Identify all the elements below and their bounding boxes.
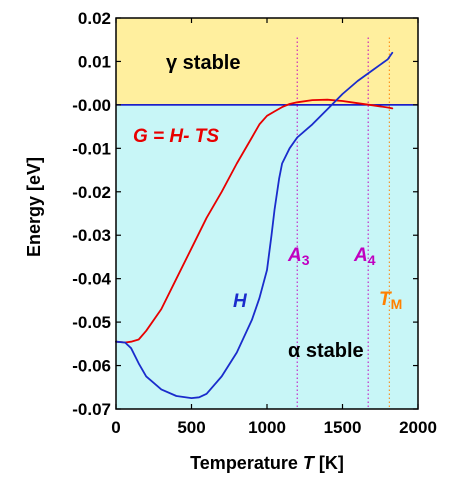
x-tick-label: 0 [111, 418, 120, 437]
y-tick-label: -0.04 [72, 270, 111, 289]
gamma-stable-label: γ stable [166, 52, 240, 74]
y-tick-label: -0.03 [72, 226, 111, 245]
y-tick-label: -0.07 [72, 400, 111, 419]
y-tick-label: -0.05 [72, 313, 111, 332]
series-lines [115, 51, 394, 400]
x-tick-label: 2000 [399, 418, 437, 437]
series-line-h [115, 51, 394, 400]
y-tick-label: -0.06 [72, 357, 111, 376]
x-tick-label: 1000 [248, 418, 286, 437]
alpha-stable-label: α stable [288, 340, 364, 362]
series-label-g: G = H- TS [133, 126, 219, 147]
series-line-g [115, 98, 394, 344]
y-tick-label: 0.01 [78, 52, 111, 71]
y-tick-label: 0.02 [78, 9, 111, 28]
reference-label-3: TM [379, 289, 402, 312]
series-label-h: H [233, 291, 248, 312]
x-axis-title: Temperature T [K] [190, 453, 344, 473]
y-tick-label: -0.00 [72, 96, 111, 115]
x-tick-label: 500 [177, 418, 205, 437]
y-tick-label: -0.02 [72, 183, 111, 202]
alpha-stable-region [116, 104, 418, 409]
gamma-stable-region [116, 18, 418, 105]
stability-regions [116, 18, 418, 409]
x-tick-label: 1500 [324, 418, 362, 437]
reference-label-1: A3 [287, 245, 310, 268]
y-axis-title: Energy [eV] [24, 157, 44, 257]
axes: 0.02 0.01 -0.00 -0.01 -0.02 -0.03 -0.04 -0.05 -0… [24, 9, 437, 473]
y-tick-label: -0.01 [72, 139, 111, 158]
reference-label-2: A4 [353, 245, 376, 268]
